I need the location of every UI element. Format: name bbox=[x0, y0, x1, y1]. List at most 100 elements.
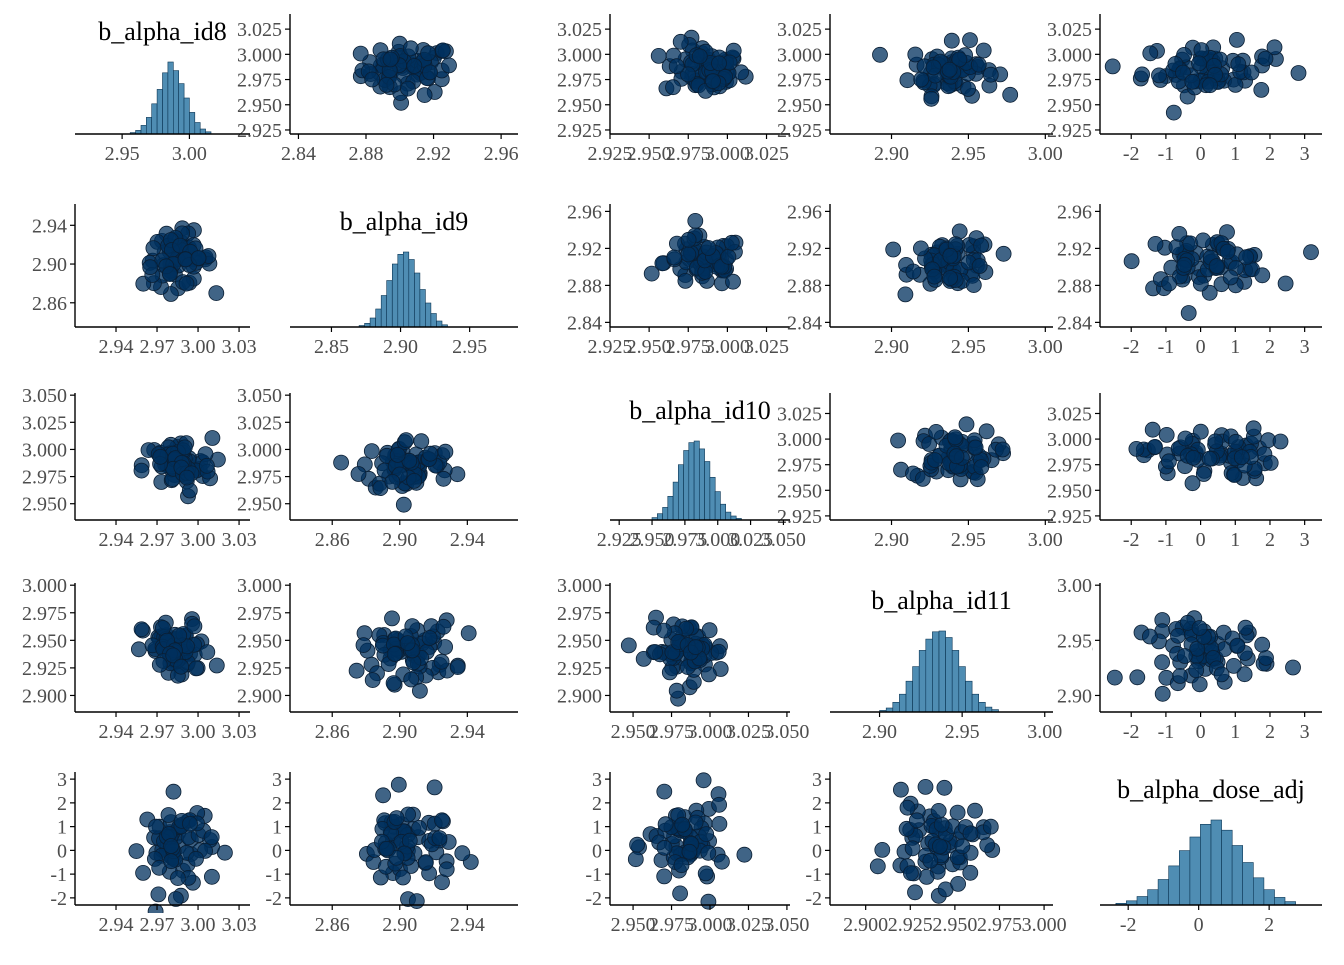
scatter-point bbox=[725, 273, 741, 290]
x-tick-label: 2.85 bbox=[314, 336, 349, 358]
scatter-point bbox=[364, 71, 381, 88]
scatter-point bbox=[971, 258, 988, 274]
histogram-bar bbox=[1221, 829, 1233, 906]
y-tick-label: 2.88 bbox=[787, 275, 822, 297]
y-tick-label: 2.900 bbox=[557, 685, 602, 707]
y-tick-label: 3 bbox=[57, 769, 67, 791]
scatter-point bbox=[1151, 67, 1167, 84]
scatter-point bbox=[1266, 39, 1283, 56]
scatter-point bbox=[1219, 243, 1236, 260]
y-tick-label: 3.025 bbox=[777, 19, 822, 41]
scatter-point bbox=[133, 462, 150, 479]
y-tick-label: 3.000 bbox=[237, 439, 282, 461]
scatter-point bbox=[973, 459, 990, 476]
y-tick-label: 0 bbox=[272, 840, 282, 862]
histogram-bar bbox=[408, 259, 415, 328]
histogram-panel-4: 2.90 2.95 3.00 b_alpha_id11 bbox=[830, 586, 1062, 743]
scatter-point bbox=[700, 893, 717, 910]
scatter-point bbox=[710, 643, 727, 660]
histogram-bar bbox=[391, 263, 399, 328]
x-tick-label: 3 bbox=[1300, 721, 1310, 743]
scatter-point bbox=[165, 783, 182, 800]
scatter-point bbox=[350, 466, 367, 482]
histogram-bar bbox=[375, 308, 382, 328]
scatter-point bbox=[1142, 628, 1158, 645]
histogram-bar bbox=[386, 280, 393, 328]
scatter-points bbox=[650, 29, 754, 99]
scatter-point bbox=[181, 482, 198, 499]
scatter-points bbox=[1092, 610, 1301, 702]
x-tick-label: 2.92 bbox=[416, 143, 451, 165]
scatter-point bbox=[1104, 58, 1121, 75]
scatter-point bbox=[1225, 658, 1242, 674]
histogram-bar bbox=[1210, 819, 1222, 906]
histogram-bar bbox=[899, 693, 907, 713]
scatter-point bbox=[930, 803, 947, 819]
scatter-point bbox=[967, 439, 984, 456]
scatter-point bbox=[1195, 232, 1211, 249]
scatter-point bbox=[384, 473, 401, 490]
y-tick-label: 2.925 bbox=[1047, 120, 1092, 142]
y-tick-label: 3 bbox=[272, 769, 282, 791]
histogram-bar bbox=[1157, 879, 1169, 906]
scatter-point bbox=[1142, 45, 1159, 62]
scatter-point bbox=[385, 675, 402, 691]
scatter-point bbox=[1258, 650, 1274, 666]
y-tick-label: 2 bbox=[272, 793, 282, 815]
x-tick-label: 2.94 bbox=[450, 529, 485, 551]
scatter-point bbox=[941, 61, 958, 78]
histogram-bar bbox=[662, 507, 669, 521]
x-tick-label: 3 bbox=[1300, 336, 1310, 358]
scatter-point bbox=[932, 838, 948, 855]
x-tick-label: 2.94 bbox=[99, 336, 134, 358]
x-tick-label: 2.975 bbox=[649, 721, 694, 743]
scatter-point bbox=[890, 432, 906, 449]
scatter-point bbox=[438, 861, 455, 878]
x-tick-label: 3.00 bbox=[1028, 336, 1063, 358]
scatter-point bbox=[907, 884, 923, 901]
scatter-point bbox=[656, 783, 673, 800]
scatter-point bbox=[151, 656, 168, 673]
y-tick-label: 2 bbox=[592, 793, 602, 815]
x-tick-label: -2 bbox=[1123, 529, 1140, 551]
x-tick-label: 2.900 bbox=[843, 914, 888, 936]
scatter-point bbox=[921, 436, 938, 452]
y-tick-label: 2.925 bbox=[777, 120, 822, 142]
scatter-point bbox=[1191, 620, 1208, 636]
scatter-point bbox=[413, 433, 430, 450]
x-tick-label: 2.90 bbox=[862, 721, 897, 743]
histogram-bar bbox=[1263, 889, 1275, 906]
x-tick-label: 2.90 bbox=[874, 143, 909, 165]
y-tick-label: 3.00 bbox=[1057, 575, 1092, 597]
scatter-point bbox=[973, 237, 989, 254]
histogram-bar bbox=[425, 302, 432, 328]
scatter-point bbox=[178, 275, 195, 292]
scatter-point bbox=[378, 841, 395, 857]
x-tick-label: 2.97 bbox=[140, 336, 175, 358]
x-tick-label: 2.925 bbox=[588, 143, 633, 165]
scatter-point bbox=[151, 859, 168, 876]
histogram-bar bbox=[1168, 865, 1180, 906]
scatter-point bbox=[701, 622, 718, 639]
scatter-point bbox=[1277, 275, 1294, 292]
histogram-bar bbox=[162, 72, 169, 135]
scatter-point bbox=[943, 32, 960, 49]
scatter-point bbox=[936, 779, 953, 796]
y-tick-label: 2.950 bbox=[22, 494, 67, 516]
scatter-point bbox=[948, 448, 965, 465]
scatter-panel-2-5: -2 -1 0 1 2 3 2.84 2.88 2.92 2.96 bbox=[1057, 201, 1322, 358]
scatter-point bbox=[668, 682, 685, 699]
scatter-point bbox=[441, 57, 457, 74]
histogram-bar bbox=[925, 638, 933, 713]
scatter-point bbox=[620, 637, 637, 654]
x-tick-label: 2.95 bbox=[105, 143, 140, 165]
scatter-point bbox=[907, 46, 924, 63]
scatter-point bbox=[700, 240, 717, 256]
y-tick-label: -1 bbox=[585, 864, 602, 886]
scatter-point bbox=[1189, 640, 1206, 657]
x-tick-label: 2.95 bbox=[951, 529, 986, 551]
x-tick-label: 3.025 bbox=[726, 914, 771, 936]
scatter-point bbox=[1184, 73, 1201, 90]
x-tick-label: -2 bbox=[1123, 721, 1140, 743]
scatter-points bbox=[135, 220, 225, 302]
